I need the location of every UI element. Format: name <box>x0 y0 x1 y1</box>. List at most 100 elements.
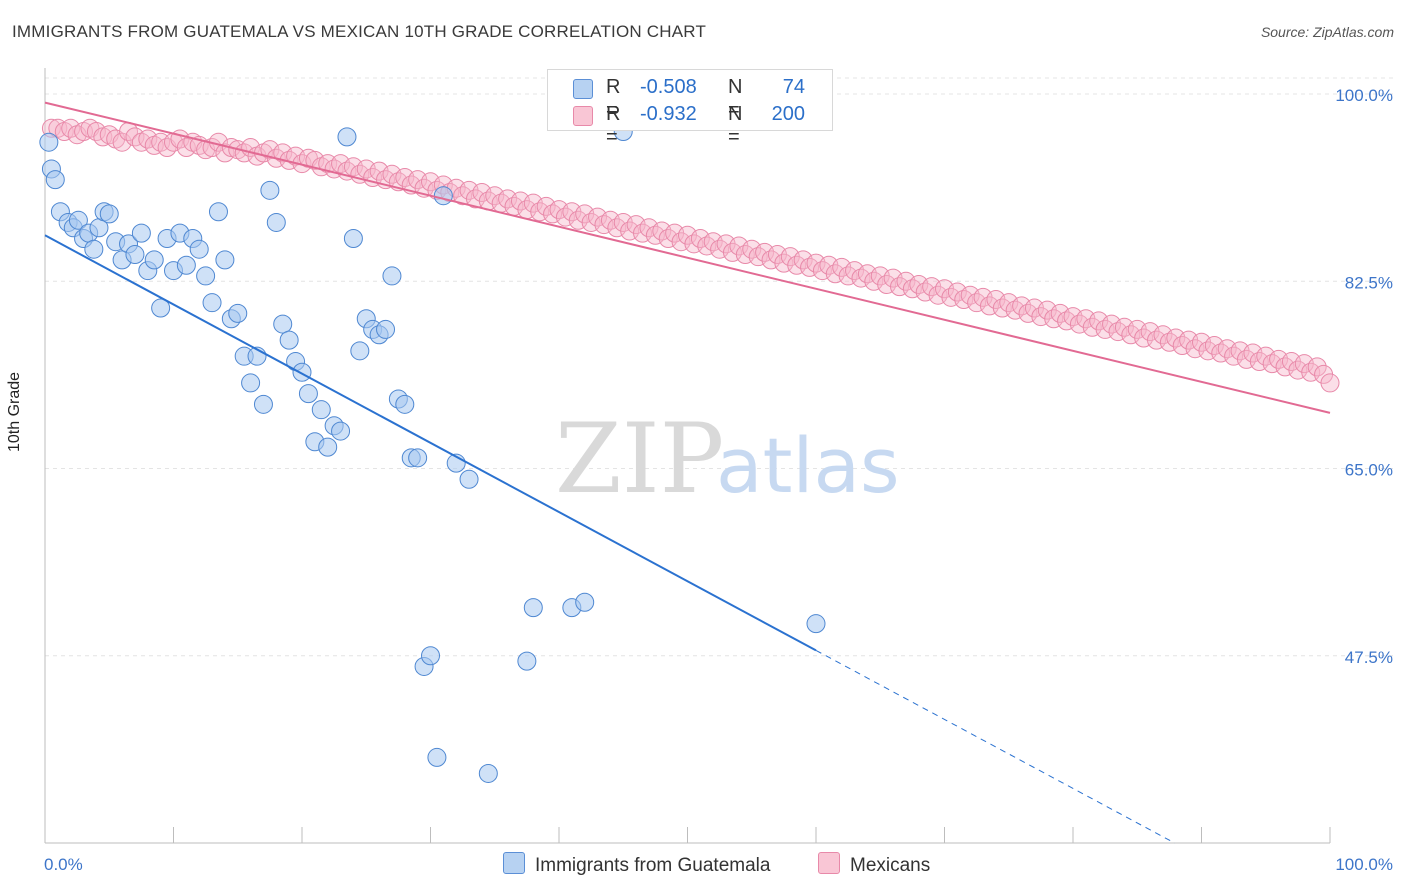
mexicans-point <box>1224 346 1244 366</box>
mexicans-point <box>607 218 627 238</box>
r-label: R = <box>606 103 621 148</box>
mexicans-point <box>215 143 235 163</box>
mexicans-point <box>485 186 505 206</box>
guatemala-point <box>215 250 235 270</box>
mexicans-point <box>453 186 473 206</box>
n-label: N = <box>728 76 743 121</box>
guatemala-point <box>45 170 65 190</box>
chart-title: IMMIGRANTS FROM GUATEMALA VS MEXICAN 10T… <box>12 22 707 41</box>
mexicans-point <box>1102 314 1122 334</box>
guatemala-point <box>84 239 104 259</box>
guatemala-point <box>517 651 537 671</box>
r-value: -0.508 <box>640 76 697 98</box>
mexicans-point <box>793 250 813 270</box>
legend-swatch-blue <box>573 79 593 99</box>
mexicans-point <box>331 154 351 174</box>
mexicans-point <box>588 207 608 227</box>
mexicans-point <box>555 207 575 227</box>
legend-swatch-blue <box>503 852 525 874</box>
guatemala-point <box>144 250 164 270</box>
mexicans-point <box>382 164 402 184</box>
mexicans-point <box>1018 303 1038 323</box>
guatemala-point <box>260 180 280 200</box>
guatemala-point <box>39 132 59 152</box>
guatemala-point <box>376 319 396 339</box>
guatemala-point <box>151 298 171 318</box>
mexicans-point <box>947 282 967 302</box>
legend-label: Immigrants from Guatemala <box>535 855 771 876</box>
guatemala-point <box>189 239 209 259</box>
mexicans-point <box>1307 357 1327 377</box>
guatemala-point <box>68 210 88 230</box>
guatemala-point <box>523 598 543 618</box>
mexicans-point <box>1275 357 1295 377</box>
n-label: N = <box>728 103 743 148</box>
guatemala-point <box>208 202 228 222</box>
guatemala-point <box>131 223 151 243</box>
guatemala-point <box>350 341 370 361</box>
guatemala-point <box>292 362 312 382</box>
mexicans-point <box>742 239 762 259</box>
mexicans-point <box>915 282 935 302</box>
mexicans-point <box>1256 346 1276 366</box>
guatemala-point <box>408 448 428 468</box>
guatemala-point <box>478 763 498 783</box>
guatemala-point <box>421 646 440 666</box>
guatemala-point <box>433 186 453 206</box>
r-label: R = <box>606 76 621 121</box>
mexicans-point <box>86 121 106 141</box>
guatemala-point <box>298 384 318 404</box>
mexicans-point <box>1050 303 1070 323</box>
watermark-atlas: atlas <box>716 421 900 510</box>
guatemala-point <box>228 303 248 323</box>
mexicans-point <box>292 154 312 174</box>
mexicans-point <box>1069 314 1089 334</box>
mexicans-point <box>639 218 659 238</box>
guatemala-point <box>395 394 415 414</box>
legend-swatch-pink <box>573 106 593 126</box>
guatemala-point <box>202 293 222 313</box>
y-tick-label: 65.0% <box>1345 461 1393 480</box>
guatemala-point <box>575 592 595 612</box>
mexicans-point <box>658 228 678 248</box>
mexicans-point <box>1153 325 1173 345</box>
guatemala-point <box>337 127 357 147</box>
mexicans-point <box>1320 373 1340 393</box>
guatemala-point <box>318 437 338 457</box>
legend-item-mexicans: Mexicans <box>818 852 930 877</box>
mexicans-point <box>812 261 832 281</box>
n-value: 74 <box>782 76 805 98</box>
mexicans-point <box>710 239 730 259</box>
guatemala-point <box>266 212 286 232</box>
guatemala-point <box>241 373 261 393</box>
mexicans-point <box>967 293 987 313</box>
guatemala-point <box>99 204 119 224</box>
guatemala-point <box>196 266 216 286</box>
y-axis-label: 10th Grade <box>6 371 23 452</box>
legend-label: Mexicans <box>850 855 931 876</box>
guatemala-point <box>311 400 331 420</box>
mexicans-point <box>999 293 1019 313</box>
n-value: 200 <box>771 103 805 125</box>
mexicans-point <box>690 228 710 248</box>
mexicans-point <box>761 250 781 270</box>
y-tick-label: 47.5% <box>1345 648 1393 667</box>
legend-item-guatemala: Immigrants from Guatemala <box>503 852 770 877</box>
watermark-zip: ZIP <box>555 403 724 515</box>
source-label: Source: ZipAtlas.com <box>1260 24 1394 40</box>
mexicans-trendline <box>44 101 1331 414</box>
guatemala-point <box>331 421 351 441</box>
mexicans-point <box>536 196 556 216</box>
y-tick-label: 82.5% <box>1345 273 1393 292</box>
guatemala-point <box>273 314 293 334</box>
mexicans-point <box>273 143 293 163</box>
guatemala-point <box>427 747 447 767</box>
guatemala-point <box>279 330 299 350</box>
x-tick-label: 100.0% <box>1335 855 1393 874</box>
guatemala-point <box>176 255 196 275</box>
mexicans-point <box>1121 325 1141 345</box>
guatemala-trendline <box>44 234 817 652</box>
y-tick-label: 100.0% <box>1335 86 1393 105</box>
mexicans-point <box>845 261 865 281</box>
